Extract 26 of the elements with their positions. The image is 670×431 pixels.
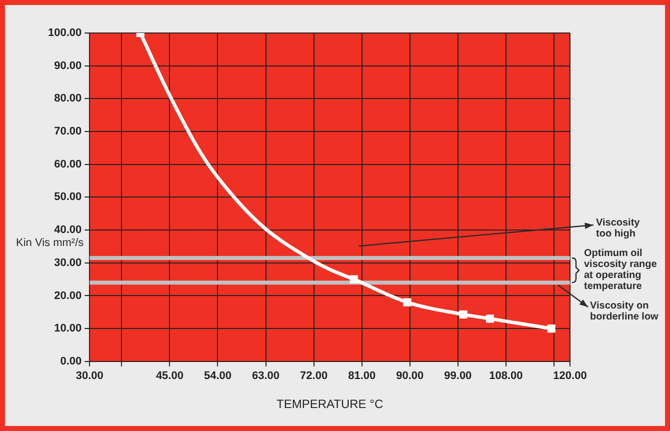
x-tick-label: 63.00 xyxy=(252,370,280,382)
y-tick-label: 0.00 xyxy=(60,355,82,368)
y-tick-label: 20.00 xyxy=(54,290,82,302)
y-tick-label: 60.00 xyxy=(54,158,82,170)
y-tick-label: 70.00 xyxy=(54,126,82,138)
x-tick-label: 54.00 xyxy=(204,370,232,382)
x-tick-label: 81.00 xyxy=(348,370,376,382)
y-axis-title: Kin Vis mm²/s xyxy=(16,237,84,250)
text: Viscosity on borderline low xyxy=(590,300,659,322)
x-tick-label: 99.00 xyxy=(444,370,472,382)
y-tick-label: 80.00 xyxy=(54,92,82,105)
y-tick-label: 10.00 xyxy=(54,322,82,335)
text: Optimum oil viscosity range at operating temperature xyxy=(584,248,658,292)
x-tick-label: 72.00 xyxy=(300,370,328,382)
x-tick-label: 90.00 xyxy=(396,370,424,382)
y-tick-label: 90.00 xyxy=(54,60,82,72)
text: Viscosity too high xyxy=(596,218,640,240)
y-tick-label: 40.00 xyxy=(54,224,82,236)
x-tick-label: 108.00 xyxy=(489,370,523,382)
x-tick-label: 45.00 xyxy=(156,370,184,382)
y-tick-label: 100.00 xyxy=(48,27,82,40)
x-tick-label: 120.00 xyxy=(553,370,587,382)
y-tick-label: 30.00 xyxy=(54,256,82,269)
x-axis-title: TEMPERATURE °C xyxy=(276,397,384,412)
y-tick-label: 50.00 xyxy=(54,191,82,204)
x-tick-label: 30.00 xyxy=(76,370,104,382)
